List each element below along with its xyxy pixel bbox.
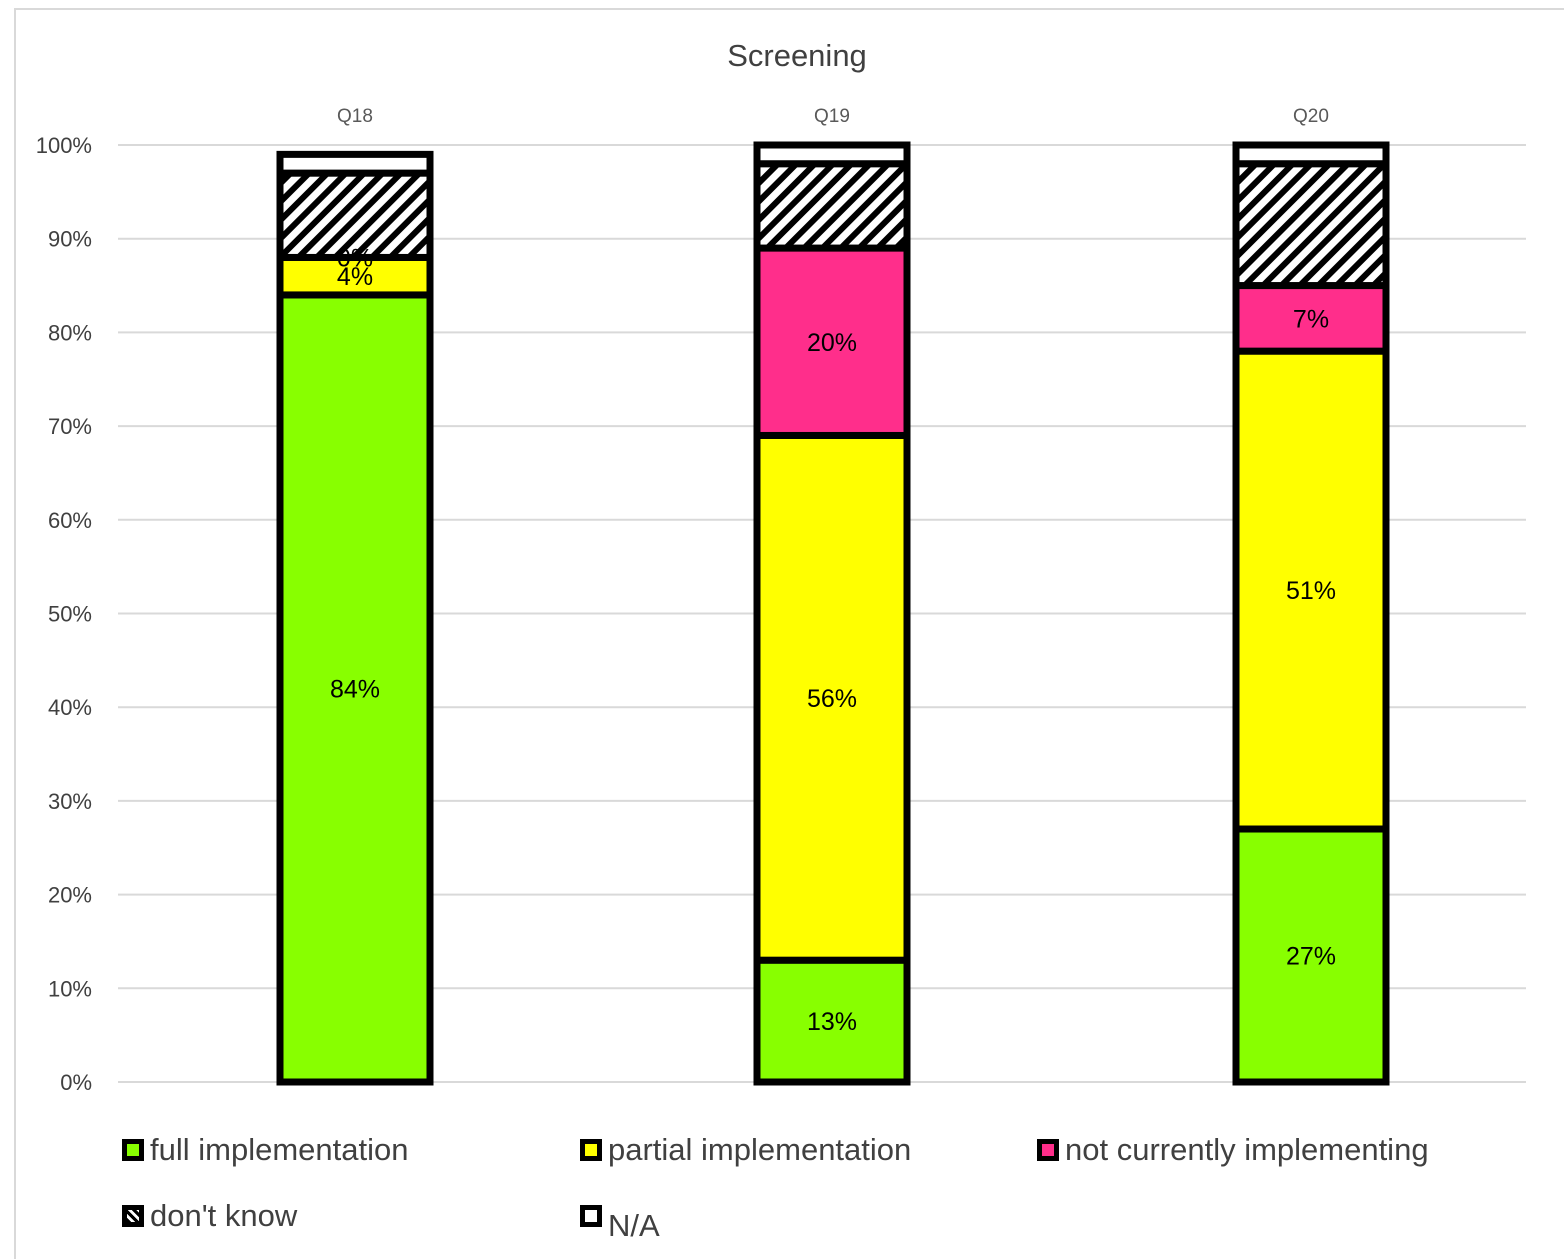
data-label: 13% [807, 1008, 857, 1036]
legend-item: full implementation [122, 1132, 408, 1168]
legend-swatch [1037, 1139, 1059, 1161]
y-tick-label: 60% [48, 508, 92, 533]
bars [276, 141, 1390, 1086]
data-label: 51% [1286, 577, 1336, 605]
x-category-label: Q20 [1293, 106, 1329, 127]
y-tick-label: 90% [48, 227, 92, 252]
data-label: 7% [1293, 305, 1329, 333]
legend-swatch [580, 1139, 602, 1161]
y-tick-label: 20% [48, 883, 92, 908]
chart-title: Screening [727, 38, 867, 73]
bar-segment [276, 150, 434, 177]
legend-label: don't know [150, 1198, 298, 1233]
legend-item: partial implementation [580, 1132, 911, 1168]
bar-segment [753, 956, 911, 1086]
data-labels: 84% 4%0% 13% 56% 20% 27% 51% 7% [330, 244, 1336, 1036]
bar-segment [753, 160, 911, 252]
chart-frame [14, 8, 1564, 1259]
y-tick-label: 100% [36, 133, 92, 158]
legend-item: N/A [580, 1198, 660, 1243]
data-label: 0% [337, 244, 373, 272]
legend-item: don't know [122, 1198, 297, 1234]
bar-segment [753, 244, 911, 439]
data-label: 20% [807, 329, 857, 357]
legend-label: full implementation [150, 1132, 409, 1167]
data-label: 56% [807, 685, 857, 713]
data-label: 27% [1286, 943, 1336, 971]
y-tick-label: 10% [48, 976, 92, 1001]
legend-label: N/A [608, 1208, 660, 1243]
legend-swatch [122, 1139, 144, 1161]
bar-segment [753, 431, 911, 964]
y-axis-ticks: 0% 10% 20% 30% 40% 50% 60% 70% 80% 90% 100% [36, 133, 92, 1095]
bar-segment [276, 291, 434, 1086]
y-tick-label: 0% [60, 1070, 92, 1095]
data-label: 84% [330, 675, 380, 703]
bar-segment [753, 141, 911, 168]
legend-swatch [580, 1205, 602, 1227]
legend-swatch [122, 1205, 144, 1227]
y-tick-label: 70% [48, 414, 92, 439]
x-category-label: Q19 [814, 106, 850, 127]
y-tick-label: 50% [48, 602, 92, 627]
y-tick-label: 30% [48, 789, 92, 814]
bar-segment [276, 253, 434, 299]
data-label: 4% [337, 263, 373, 291]
x-axis-categories: Q18 Q19 Q20 [337, 106, 1329, 127]
x-category-label: Q18 [337, 106, 373, 127]
legend-item: not currently implementing [1037, 1132, 1429, 1168]
y-tick-label: 80% [48, 320, 92, 345]
bar-segment [1232, 141, 1390, 168]
bar-segment [1232, 160, 1390, 290]
legend-label: not currently implementing [1065, 1132, 1429, 1167]
y-tick-label: 40% [48, 695, 92, 720]
bar-segment [1232, 825, 1390, 1086]
legend-label: partial implementation [608, 1132, 912, 1167]
